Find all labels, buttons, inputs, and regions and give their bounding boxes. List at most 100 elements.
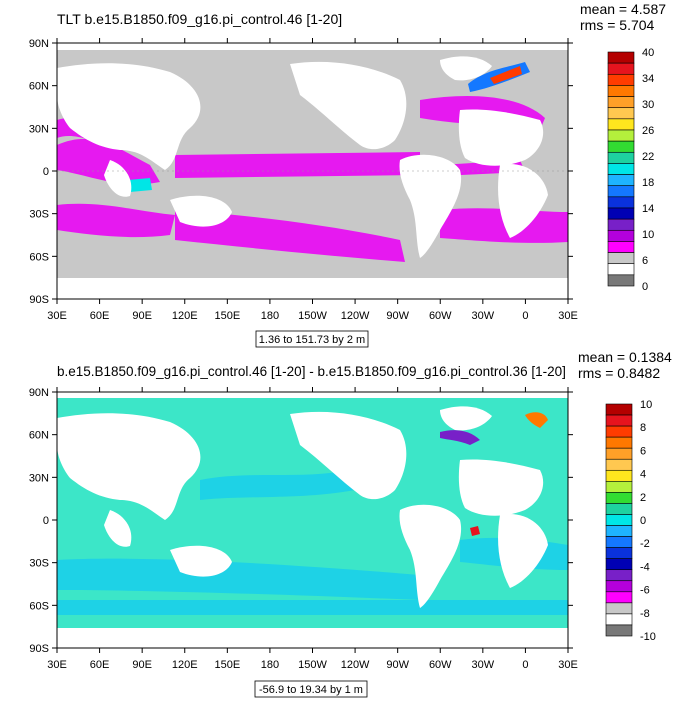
lon-tick-label: 180	[261, 659, 279, 671]
colorbar-swatch	[607, 274, 635, 287]
top-map	[57, 43, 568, 299]
bottom-lon-axis: 30E 60E 90E 120E 150E 180 150W 120W 90W 60W 30W 0 30…	[47, 387, 578, 671]
colorbar-swatch	[607, 252, 635, 265]
top-lon-axis: 30E 60E 90E 120E 150E 180 150W 120W 90W 60W 30W 0 30…	[47, 38, 578, 322]
colorbar-swatch	[607, 107, 635, 120]
lat-tick-label: 0	[43, 515, 49, 527]
colorbar-swatch	[605, 624, 633, 637]
colorbar-swatch	[605, 447, 633, 460]
lon-tick-label: 30E	[558, 659, 578, 671]
lon-tick-label: 30E	[47, 659, 67, 671]
colorbar-swatch	[605, 602, 633, 615]
top-lat-axis: 90N 60N 30N 0 30S 60S 90S	[29, 38, 573, 306]
colorbar-swatch	[607, 241, 635, 253]
lon-tick-label: 150E	[214, 659, 240, 671]
lat-tick-label: 60S	[29, 251, 49, 263]
colorbar-swatch	[607, 229, 635, 242]
colorbar-swatch	[607, 263, 635, 276]
lon-tick-label: 30W	[472, 659, 495, 671]
lon-tick-label: 90W	[386, 310, 409, 322]
colorbar-swatch	[607, 129, 635, 142]
colorbar-swatch	[605, 547, 633, 559]
colorbar-swatch	[607, 196, 635, 209]
colorbar-swatch	[605, 536, 633, 548]
lon-tick-label: 60E	[90, 659, 110, 671]
colorbar-swatch	[605, 558, 633, 571]
colorbar-label: 2	[640, 492, 646, 504]
bottom-colorbar: 10 8 6 4 2 0 -2 -4 -6 -8 -10	[605, 399, 656, 643]
colorbar-swatch	[605, 514, 633, 526]
lon-tick-label: 0	[522, 659, 528, 671]
bottom-panel: b.e15.B1850.f09_g16.pi_control.46 [1-20]…	[29, 349, 672, 698]
colorbar-swatch	[605, 425, 633, 438]
colorbar-swatch	[605, 580, 633, 593]
top-range-label: 1.36 to 151.73 by 2 m	[259, 334, 365, 346]
lon-tick-label: 90E	[132, 659, 152, 671]
lat-tick-label: 30S	[29, 209, 49, 221]
lat-tick-label: 30S	[29, 558, 49, 570]
colorbar-label: 30	[642, 99, 654, 111]
lat-tick-label: 60S	[29, 600, 49, 612]
lat-tick-label: 0	[43, 166, 49, 178]
top-colorbar: 40 34 30 26 22 18 14 10 6 0	[607, 47, 654, 293]
bottom-range-label-box	[254, 680, 368, 698]
lon-tick-label: 90W	[386, 659, 409, 671]
lat-tick-label: 30N	[29, 123, 49, 135]
top-panel: TLT b.e15.B1850.f09_g16.pi_control.46 [1…	[29, 1, 666, 348]
colorbar-label: -2	[640, 538, 650, 550]
colorbar-swatch	[605, 591, 633, 604]
colorbar-swatch	[605, 503, 633, 515]
lon-tick-label: 0	[522, 310, 528, 322]
bottom-map	[57, 392, 568, 648]
colorbar-label: 18	[642, 177, 654, 189]
colorbar-swatch	[605, 414, 633, 427]
colorbar-swatch	[607, 163, 635, 175]
colorbar-swatch	[607, 51, 635, 64]
lon-tick-label: 60W	[429, 659, 452, 671]
colorbar-swatch	[605, 569, 633, 582]
colorbar-swatch	[607, 73, 635, 86]
colorbar-label: 10	[640, 399, 652, 411]
colorbar-swatch	[607, 62, 635, 75]
lat-tick-label: 90S	[29, 643, 49, 655]
bottom-stats-mean: mean = 0.1384	[578, 349, 672, 365]
colorbar-swatch	[607, 140, 635, 153]
lon-tick-label: 150W	[298, 659, 327, 671]
lon-tick-label: 90E	[132, 310, 152, 322]
colorbar-label: 10	[642, 229, 654, 241]
colorbar-swatch	[605, 436, 633, 449]
bottom-title: b.e15.B1850.f09_g16.pi_control.46 [1-20]…	[57, 364, 566, 379]
bottom-anomaly-patches	[57, 470, 568, 615]
colorbar-label: 34	[642, 73, 654, 85]
lat-tick-label: 60N	[29, 430, 49, 442]
lon-tick-label: 150E	[214, 310, 240, 322]
colorbar-label: -6	[640, 585, 650, 597]
lon-tick-label: 150W	[298, 310, 327, 322]
lat-tick-label: 30N	[29, 472, 49, 484]
lon-tick-label: 60E	[90, 310, 110, 322]
top-range-label-box	[255, 330, 369, 348]
colorbar-label: -8	[640, 608, 650, 620]
lat-tick-label: 90N	[29, 38, 49, 50]
colorbar-swatch	[605, 492, 633, 504]
bottom-land-masses	[57, 392, 568, 648]
colorbar-swatch	[605, 613, 633, 626]
top-stats-rms: rms = 5.704	[580, 17, 655, 33]
lat-tick-label: 90S	[29, 294, 49, 306]
colorbar-label: -10	[640, 631, 656, 643]
colorbar-label: 4	[640, 469, 646, 481]
lat-tick-label: 60N	[29, 81, 49, 93]
lat-tick-label: 90N	[29, 387, 49, 399]
bottom-stats-rms: rms = 0.8482	[578, 365, 660, 381]
colorbar-label: 8	[640, 422, 646, 434]
colorbar-label: 6	[642, 255, 648, 267]
colorbar-swatch	[605, 469, 633, 482]
colorbar-label: 0	[642, 281, 648, 293]
colorbar-swatch	[607, 207, 635, 220]
lon-tick-label: 180	[261, 310, 279, 322]
lon-tick-label: 120W	[341, 659, 370, 671]
colorbar-swatch	[607, 174, 635, 187]
colorbar-label: -4	[640, 561, 650, 573]
lon-tick-label: 120E	[172, 310, 198, 322]
